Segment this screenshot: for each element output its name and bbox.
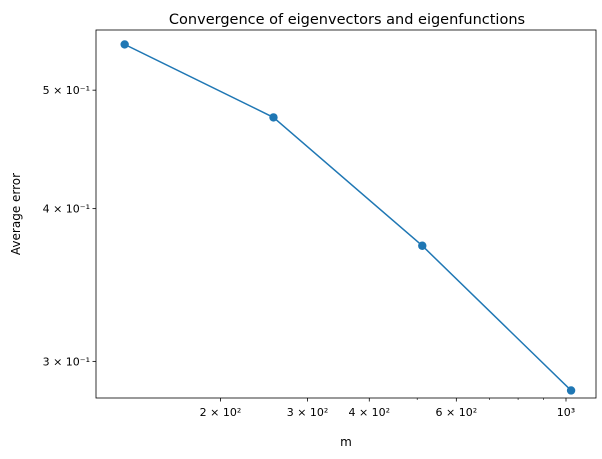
x-tick-label-4: 10³ — [557, 406, 575, 419]
y-tick-label-2: 5 × 10⁻¹ — [43, 84, 90, 97]
x-tick-label-1: 3 × 10² — [287, 406, 329, 419]
data-point-0-0 — [120, 40, 129, 49]
y-axis: 3 × 10⁻¹ 4 × 10⁻¹ 5 × 10⁻¹ — [43, 84, 96, 368]
x-axis-label: m — [340, 435, 352, 449]
plot-frame — [95, 29, 597, 399]
data-point-0-1 — [269, 113, 278, 122]
data-point-0-3 — [566, 386, 576, 395]
plot-area — [120, 40, 576, 395]
y-tick-label-0: 3 × 10⁻¹ — [43, 355, 90, 368]
x-axis: 2 × 10² 3 × 10² 4 × 10² 6 × 10² 10³ — [200, 398, 575, 419]
x-tick-label-2: 4 × 10² — [348, 406, 390, 419]
y-axis-label: Average error — [9, 173, 23, 255]
chart-title: Convergence of eigenvectors and eigenfun… — [169, 12, 525, 28]
series-line-0 — [124, 43, 572, 392]
x-tick-label-3: 6 × 10² — [436, 406, 478, 419]
data-point-0-2 — [418, 241, 427, 250]
y-tick-label-1: 4 × 10⁻¹ — [43, 203, 90, 216]
x-tick-label-0: 2 × 10² — [200, 406, 242, 419]
